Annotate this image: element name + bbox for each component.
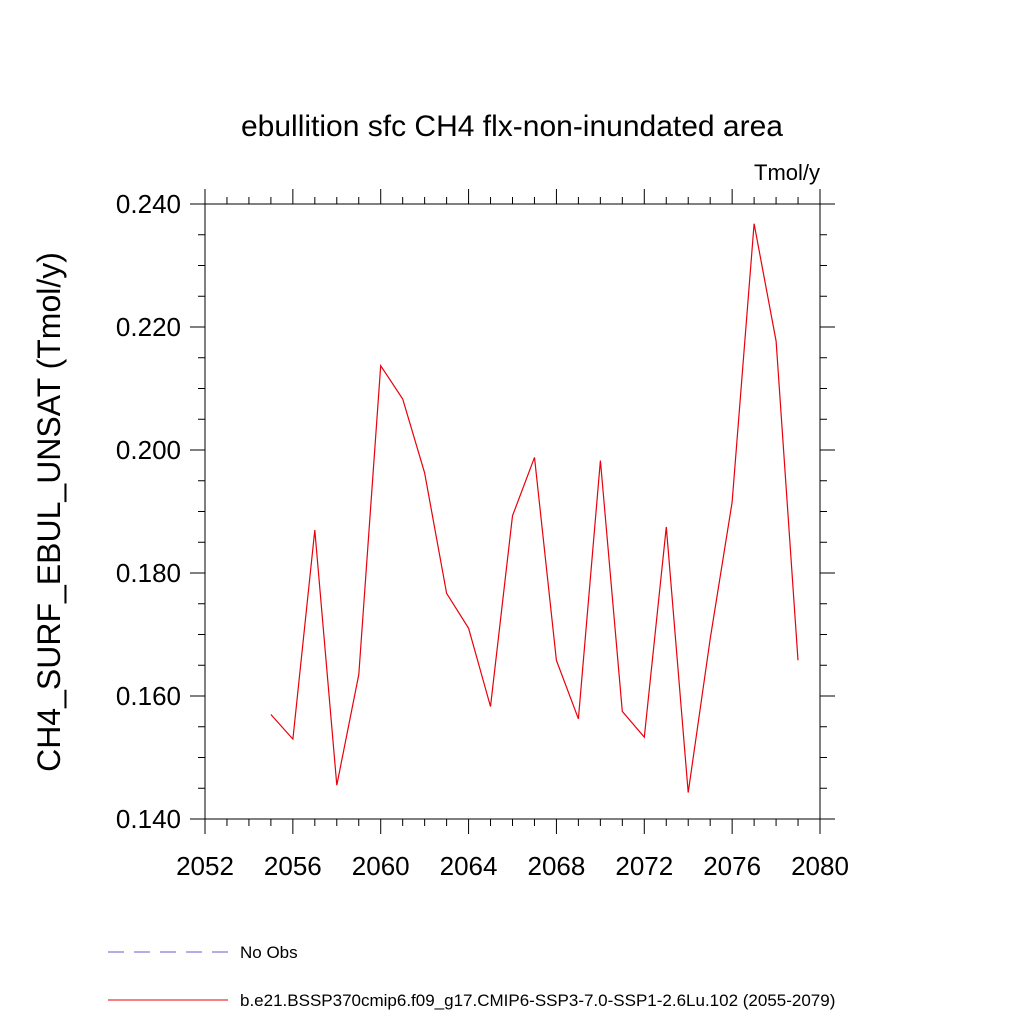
x-tick-label: 2072: [615, 851, 673, 881]
legend: No Obs b.e21.BSSP370cmip6.f09_g17.CMIP6-S…: [108, 943, 835, 1010]
y-tick-label: 0.240: [116, 189, 181, 219]
y-tick-label: 0.160: [116, 681, 181, 711]
legend-label: b.e21.BSSP370cmip6.f09_g17.CMIP6-SSP3-7.…: [240, 991, 835, 1010]
y-tick-label: 0.180: [116, 558, 181, 588]
y-tick-label: 0.140: [116, 804, 181, 834]
y-tick-labels: 0.140 0.160 0.180 0.200 0.220 0.240: [116, 189, 181, 834]
series-lines: [270, 223, 799, 793]
legend-label: No Obs: [240, 943, 298, 962]
y-axis-label: CH4_SURF_EBUL_UNSAT (Tmol/y): [31, 252, 67, 772]
y-tick-label: 0.220: [116, 312, 181, 342]
x-tick-labels: 2052 2056 2060 2064 2068 2072 2076 2080: [176, 851, 849, 881]
x-tick-label: 2056: [264, 851, 322, 881]
axis-ticks: [190, 189, 835, 834]
x-tick-label: 2080: [791, 851, 849, 881]
x-tick-label: 2064: [440, 851, 498, 881]
x-tick-label: 2060: [352, 851, 410, 881]
units-label: Tmol/y: [754, 160, 820, 185]
chart-title: ebullition sfc CH4 flx-non-inundated are…: [241, 110, 783, 143]
x-tick-label: 2068: [528, 851, 586, 881]
x-tick-label: 2052: [176, 851, 234, 881]
x-tick-label: 2076: [703, 851, 761, 881]
plot-frame: [204, 203, 821, 820]
y-tick-label: 0.200: [116, 435, 181, 465]
series-line: [270, 223, 799, 793]
